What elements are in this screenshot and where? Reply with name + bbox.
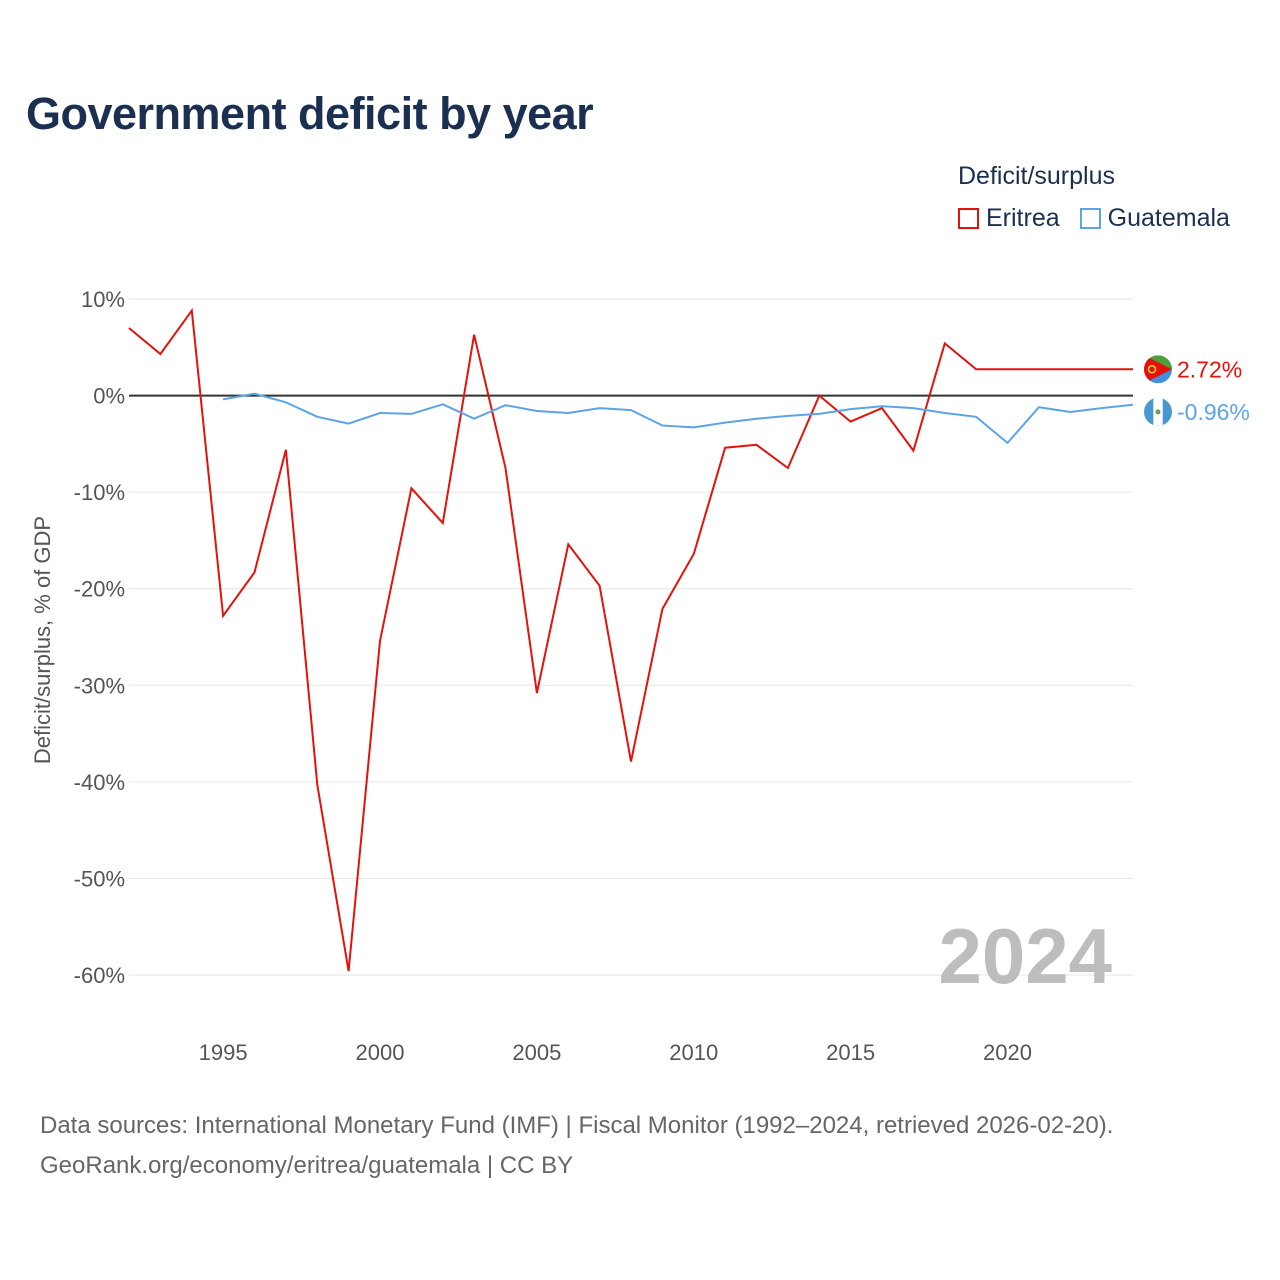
- end-labels: 2.72% -0.96%: [1144, 355, 1250, 426]
- series-lines: [128, 307, 1134, 972]
- x-tick-label: 2005: [512, 1040, 561, 1065]
- y-tick-label: -30%: [74, 673, 125, 698]
- series-line-guatemala[interactable]: [222, 392, 1134, 445]
- sources-line-2[interactable]: GeoRank.org/economy/eritrea/guatemala | …: [40, 1152, 574, 1179]
- legend-item-eritrea[interactable]: Eritrea: [958, 204, 1060, 233]
- x-tick-label: 2000: [356, 1040, 405, 1065]
- y-tick-label: -60%: [74, 963, 125, 988]
- y-tick-label: -10%: [74, 480, 125, 505]
- x-tick-label: 2020: [983, 1040, 1032, 1065]
- y-tick-label: 0%: [93, 384, 125, 409]
- data-sources: Data sources: International Monetary Fun…: [40, 1106, 1113, 1186]
- y-tick-label: 10%: [81, 287, 125, 312]
- x-tick-label: 1995: [199, 1040, 248, 1065]
- y-tick-label: -40%: [74, 770, 125, 795]
- sources-line-1: Data sources: International Monetary Fun…: [40, 1112, 1114, 1139]
- year-watermark: 2024: [938, 912, 1112, 1000]
- y-axis-label: Deficit/surplus, % of GDP: [30, 516, 55, 764]
- legend-swatch-guatemala: [1079, 208, 1101, 229]
- y-axis-ticks: 10% 0% -10% -20% -30% -40% -50% -60%: [74, 287, 125, 988]
- end-label-eritrea: 2.72%: [1177, 356, 1242, 382]
- legend: Eritrea Guatemala: [958, 204, 1242, 233]
- chart-title: Government deficit by year: [26, 88, 594, 139]
- guatemala-flag-icon: [1144, 397, 1172, 426]
- legend-swatch-eritrea: [958, 208, 979, 229]
- x-axis-ticks: 1995 2000 2005 2010 2015 2020: [199, 1040, 1032, 1065]
- end-label-guatemala: -0.96%: [1177, 399, 1250, 425]
- legend-title: Deficit/surplus: [958, 162, 1115, 190]
- legend-label-eritrea: Eritrea: [986, 204, 1060, 232]
- series-line-eritrea[interactable]: [128, 307, 1133, 972]
- grid-lines: [129, 298, 1133, 976]
- y-tick-label: -20%: [74, 577, 125, 602]
- legend-label-guatemala: Guatemala: [1107, 204, 1230, 232]
- y-tick-label: -50%: [74, 866, 125, 891]
- x-tick-label: 2015: [826, 1040, 875, 1065]
- eritrea-flag-icon: [1144, 355, 1172, 384]
- legend-item-guatemala[interactable]: Guatemala: [1079, 204, 1230, 233]
- x-tick-label: 2010: [669, 1040, 718, 1065]
